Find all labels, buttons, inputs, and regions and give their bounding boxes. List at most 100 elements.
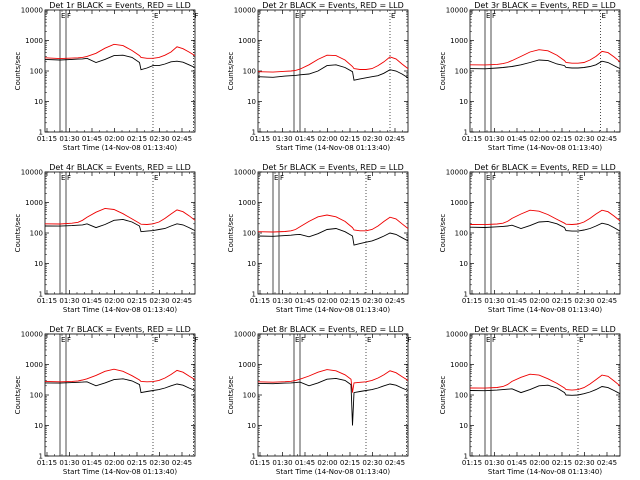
x-tick-label: 02:30 — [149, 135, 169, 143]
y-tick-label: 10 — [34, 422, 43, 430]
y-tick-label: 10000 — [234, 331, 256, 339]
x-tick-label: 01:15 — [462, 459, 482, 467]
x-tick-label: 02:45 — [385, 459, 405, 467]
y-axis-label: Counts/sec — [14, 52, 22, 91]
lld-series-line — [257, 54, 409, 73]
marker-label: E — [486, 174, 490, 182]
marker-label: E — [486, 12, 490, 20]
marker-label: E — [274, 174, 278, 182]
panel-title: Det 4r BLACK = Events, RED = LLD — [49, 163, 191, 172]
x-axis-label: Start Time (14-Nov-08 01:13:40) — [276, 144, 390, 152]
y-tick-label: 1000 — [25, 361, 43, 369]
x-tick-label: 02:00 — [529, 459, 549, 467]
marker-label: F — [301, 12, 305, 20]
marker-label: E — [367, 336, 371, 344]
panel-title: Det 1r BLACK = Events, RED = LLD — [49, 1, 191, 10]
y-tick-label: 1 — [252, 291, 256, 299]
plot-frame — [257, 333, 409, 457]
marker-label: F — [67, 174, 71, 182]
x-axis-label: Start Time (14-Nov-08 01:13:40) — [63, 306, 177, 314]
detector-panel: Det 6r BLACK = Events, RED = LLD 1 10 100 10… — [439, 163, 621, 314]
y-tick-label: 10000 — [446, 331, 468, 339]
marker-label: E — [391, 12, 395, 20]
y-tick-label: 10 — [34, 98, 43, 106]
marker-label: F — [301, 336, 305, 344]
x-tick-label: 02:00 — [104, 135, 124, 143]
x-tick-label: 02:15 — [127, 135, 147, 143]
x-tick-label: 02:00 — [104, 459, 124, 467]
x-tick-label: 01:45 — [82, 297, 102, 305]
plot-frame — [44, 9, 196, 133]
x-tick-label: 02:15 — [552, 297, 572, 305]
y-tick-label: 1000 — [238, 199, 256, 207]
x-tick-label: 01:15 — [37, 459, 57, 467]
x-tick-label: 02:15 — [340, 297, 360, 305]
x-tick-label: 01:45 — [507, 297, 527, 305]
plot-frame — [44, 333, 196, 457]
marker-label: E — [295, 336, 299, 344]
marker-label: F — [492, 12, 496, 20]
marker-label: F — [280, 174, 284, 182]
y-tick-label: 10 — [34, 260, 43, 268]
y-tick-label: 100 — [30, 68, 43, 76]
x-tick-label: 02:30 — [574, 135, 594, 143]
x-tick-label: 01:15 — [250, 459, 270, 467]
x-tick-label: 01:30 — [59, 459, 79, 467]
y-tick-label: 1000 — [25, 37, 43, 45]
panel-title: Det 9r BLACK = Events, RED = LLD — [474, 325, 616, 334]
y-tick-label: 100 — [30, 230, 43, 238]
x-tick-label: 01:45 — [295, 459, 315, 467]
panel-title: Det 5r BLACK = Events, RED = LLD — [262, 163, 404, 172]
x-tick-label: 02:00 — [317, 135, 337, 143]
x-tick-label: 02:45 — [597, 459, 617, 467]
x-axis-label: Start Time (14-Nov-08 01:13:40) — [276, 468, 390, 476]
x-tick-label: 02:00 — [317, 297, 337, 305]
events-series-line — [257, 64, 409, 81]
marker-label: F — [408, 336, 412, 344]
marker-label: F — [492, 174, 496, 182]
x-tick-label: 02:30 — [574, 297, 594, 305]
x-tick-label: 01:15 — [250, 135, 270, 143]
x-tick-label: 01:15 — [37, 135, 57, 143]
y-tick-label: 100 — [30, 392, 43, 400]
y-tick-label: 1 — [252, 129, 256, 137]
y-tick-label: 1 — [39, 129, 43, 137]
panel-title: Det 7r BLACK = Events, RED = LLD — [49, 325, 191, 334]
plot-frame — [257, 171, 409, 295]
events-series-line — [44, 378, 196, 394]
marker-label: E — [61, 12, 65, 20]
y-tick-label: 1000 — [238, 37, 256, 45]
y-tick-label: 10000 — [234, 169, 256, 177]
x-tick-label: 01:30 — [272, 459, 292, 467]
events-series-line — [44, 218, 196, 233]
panel-title: Det 3r BLACK = Events, RED = LLD — [474, 1, 616, 10]
x-tick-label: 01:30 — [59, 135, 79, 143]
x-tick-label: 02:30 — [574, 459, 594, 467]
x-tick-label: 02:45 — [172, 135, 192, 143]
x-tick-label: 01:45 — [295, 297, 315, 305]
x-tick-label: 01:15 — [37, 297, 57, 305]
x-tick-label: 01:30 — [272, 135, 292, 143]
x-tick-label: 02:15 — [127, 297, 147, 305]
x-axis-label: Start Time (14-Nov-08 01:13:40) — [276, 306, 390, 314]
x-axis-label: Start Time (14-Nov-08 01:13:40) — [63, 144, 177, 152]
y-tick-label: 10000 — [446, 169, 468, 177]
marker-label: E — [154, 336, 158, 344]
x-tick-label: 01:30 — [59, 297, 79, 305]
y-axis-label: Counts/sec — [439, 214, 447, 253]
x-tick-label: 02:45 — [597, 135, 617, 143]
marker-label: F — [195, 12, 199, 20]
y-tick-label: 1000 — [450, 361, 468, 369]
x-axis-label: Start Time (14-Nov-08 01:13:40) — [488, 468, 602, 476]
y-tick-label: 10000 — [446, 7, 468, 15]
x-axis-label: Start Time (14-Nov-08 01:13:40) — [488, 306, 602, 314]
y-axis-label: Counts/sec — [227, 214, 235, 253]
x-tick-label: 02:30 — [149, 297, 169, 305]
detector-panel: Det 7r BLACK = Events, RED = LLD 1 10 100 10… — [14, 325, 199, 476]
y-tick-label: 10 — [247, 422, 256, 430]
y-tick-label: 10000 — [21, 331, 43, 339]
x-tick-label: 01:45 — [507, 459, 527, 467]
marker-label: E — [154, 12, 158, 20]
x-tick-label: 01:15 — [462, 297, 482, 305]
detector-panel: Det 9r BLACK = Events, RED = LLD 1 10 100 10… — [439, 325, 621, 476]
